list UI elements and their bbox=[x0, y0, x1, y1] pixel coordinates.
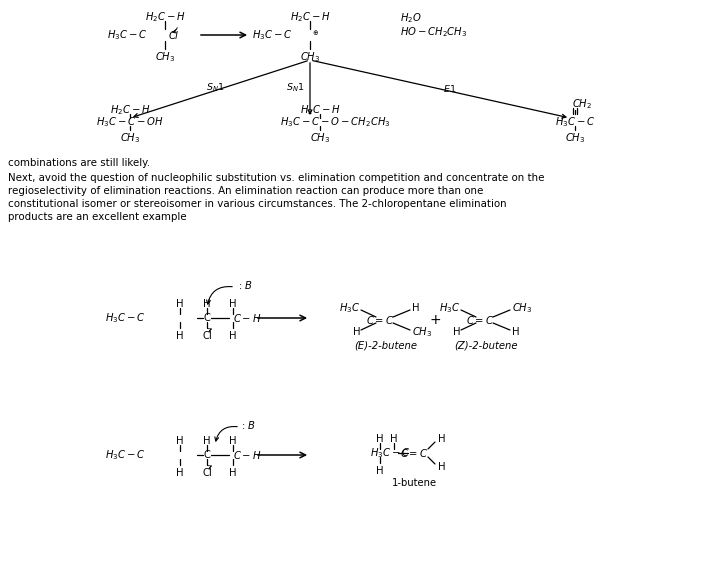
Text: $C-H$: $C-H$ bbox=[233, 449, 262, 461]
Text: H: H bbox=[353, 327, 360, 337]
Text: $:B$: $:B$ bbox=[237, 279, 252, 291]
Text: H: H bbox=[390, 434, 397, 444]
Text: $C=C$: $C=C$ bbox=[400, 447, 428, 459]
Text: $H_3C-C$: $H_3C-C$ bbox=[107, 28, 147, 42]
Text: H: H bbox=[438, 434, 446, 444]
Text: $H_2C-H$: $H_2C-H$ bbox=[144, 10, 186, 24]
Text: H: H bbox=[203, 299, 210, 309]
Text: H: H bbox=[376, 466, 384, 476]
Text: H: H bbox=[229, 299, 237, 309]
Text: $C=C$: $C=C$ bbox=[366, 314, 394, 326]
Text: combinations are still likely.: combinations are still likely. bbox=[8, 158, 150, 168]
Text: $HO-CH_2CH_3$: $HO-CH_2CH_3$ bbox=[400, 25, 467, 39]
Text: ${}^{\oplus}$: ${}^{\oplus}$ bbox=[312, 31, 319, 39]
Text: C: C bbox=[203, 313, 210, 323]
Text: $CH_3$: $CH_3$ bbox=[155, 50, 175, 64]
Text: $CH_3$: $CH_3$ bbox=[300, 50, 320, 64]
Text: $H_3C-C$: $H_3C-C$ bbox=[105, 448, 146, 462]
Text: $C-H$: $C-H$ bbox=[233, 312, 262, 324]
Text: $CH_3$: $CH_3$ bbox=[512, 301, 533, 315]
Text: $:B$: $:B$ bbox=[240, 419, 255, 431]
Text: H: H bbox=[438, 462, 446, 472]
Text: $C=C$: $C=C$ bbox=[466, 314, 494, 326]
Text: +: + bbox=[429, 313, 441, 327]
Text: (Z)-2-butene: (Z)-2-butene bbox=[454, 341, 518, 351]
Text: $H_2C-H$: $H_2C-H$ bbox=[299, 103, 341, 117]
Text: $CH_3$: $CH_3$ bbox=[565, 131, 585, 145]
Text: regioselectivity of elimination reactions. An elimination reaction can produce m: regioselectivity of elimination reaction… bbox=[8, 186, 483, 196]
Text: $H_3C-C$: $H_3C-C$ bbox=[105, 311, 146, 325]
Text: $H_3C$: $H_3C$ bbox=[338, 301, 360, 315]
Text: $Cl$: $Cl$ bbox=[168, 29, 180, 41]
Text: $E1$: $E1$ bbox=[444, 82, 456, 93]
Text: $S_N1$: $S_N1$ bbox=[286, 82, 304, 94]
Text: H: H bbox=[452, 327, 460, 337]
Text: H: H bbox=[412, 303, 419, 313]
Text: $CH_2$: $CH_2$ bbox=[572, 97, 592, 111]
Text: $S_N1$: $S_N1$ bbox=[205, 82, 224, 94]
Text: Cl: Cl bbox=[202, 468, 212, 478]
Text: C: C bbox=[203, 450, 210, 460]
Text: 1-butene: 1-butene bbox=[392, 478, 437, 488]
Text: H: H bbox=[176, 436, 183, 446]
Text: products are an excellent example: products are an excellent example bbox=[8, 212, 186, 222]
Text: Cl: Cl bbox=[202, 331, 212, 341]
Text: H: H bbox=[229, 436, 237, 446]
Text: $H_3C-C-O-CH_2CH_3$: $H_3C-C-O-CH_2CH_3$ bbox=[279, 115, 390, 129]
Text: H: H bbox=[229, 331, 237, 341]
Text: $H_3C-C$: $H_3C-C$ bbox=[252, 28, 292, 42]
Text: $H_3C-C$: $H_3C-C$ bbox=[555, 115, 595, 129]
Text: constitutional isomer or stereoisomer in various circumstances. The 2-chloropent: constitutional isomer or stereoisomer in… bbox=[8, 199, 507, 209]
Text: $CH_3$: $CH_3$ bbox=[310, 131, 330, 145]
Text: H: H bbox=[512, 327, 520, 337]
Text: Next, avoid the question of nucleophilic substitution vs. elimination competitio: Next, avoid the question of nucleophilic… bbox=[8, 173, 545, 183]
Text: $H_2C-H$: $H_2C-H$ bbox=[109, 103, 151, 117]
Text: H: H bbox=[376, 434, 384, 444]
Text: H: H bbox=[176, 331, 183, 341]
Text: H: H bbox=[176, 468, 183, 478]
Text: $H_2O$: $H_2O$ bbox=[400, 11, 422, 25]
Text: H: H bbox=[229, 468, 237, 478]
Text: $H_2C-H$: $H_2C-H$ bbox=[289, 10, 331, 24]
Text: $H_3C-C$: $H_3C-C$ bbox=[370, 446, 410, 460]
Text: $H_3C-C-OH$: $H_3C-C-OH$ bbox=[96, 115, 164, 129]
Text: $CH_3$: $CH_3$ bbox=[412, 325, 432, 339]
Text: $H_3C$: $H_3C$ bbox=[439, 301, 460, 315]
Text: $CH_3$: $CH_3$ bbox=[119, 131, 140, 145]
Text: (E)-2-butene: (E)-2-butene bbox=[355, 341, 417, 351]
Text: H: H bbox=[203, 436, 210, 446]
Text: H: H bbox=[176, 299, 183, 309]
